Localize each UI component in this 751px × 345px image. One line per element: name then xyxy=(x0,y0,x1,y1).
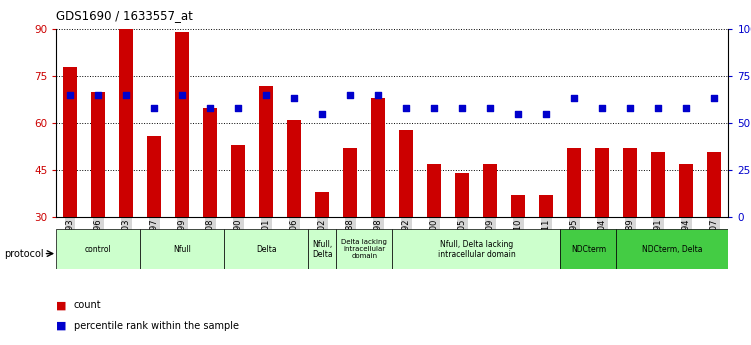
Point xyxy=(288,96,300,101)
Point xyxy=(120,92,132,98)
Point xyxy=(541,111,553,117)
Point xyxy=(345,92,357,98)
Bar xyxy=(455,174,469,312)
Point xyxy=(428,105,440,110)
Bar xyxy=(288,120,301,312)
Bar xyxy=(617,229,728,269)
Point xyxy=(680,105,692,110)
Bar xyxy=(560,229,617,269)
Point xyxy=(569,96,581,101)
Point xyxy=(232,105,244,110)
Point xyxy=(708,96,720,101)
Text: control: control xyxy=(85,245,112,254)
Bar xyxy=(568,148,581,312)
Bar xyxy=(175,32,189,312)
Point xyxy=(512,111,524,117)
Bar xyxy=(92,92,105,312)
Bar xyxy=(372,98,385,312)
Point xyxy=(372,92,385,98)
Text: ■: ■ xyxy=(56,321,67,331)
Text: Delta lacking
intracellular
domain: Delta lacking intracellular domain xyxy=(342,239,388,259)
Text: protocol: protocol xyxy=(4,249,44,258)
Bar xyxy=(539,195,553,312)
Bar xyxy=(119,29,134,312)
Text: GDS1690 / 1633557_at: GDS1690 / 1633557_at xyxy=(56,9,193,22)
Point xyxy=(204,105,216,110)
Bar xyxy=(63,67,77,312)
Bar xyxy=(315,192,330,312)
Text: Nfull: Nfull xyxy=(173,245,192,254)
Text: count: count xyxy=(74,300,101,310)
Point xyxy=(596,105,608,110)
Point xyxy=(65,92,77,98)
Bar xyxy=(336,229,392,269)
Bar xyxy=(259,86,273,312)
Bar xyxy=(147,136,161,312)
Bar xyxy=(392,229,560,269)
Point xyxy=(316,111,328,117)
Bar xyxy=(680,164,693,312)
Bar xyxy=(400,130,413,312)
Bar xyxy=(596,148,610,312)
Point xyxy=(92,92,104,98)
Point xyxy=(624,105,636,110)
Bar xyxy=(651,151,665,312)
Bar xyxy=(511,195,526,312)
Bar xyxy=(56,229,140,269)
Point xyxy=(261,92,273,98)
Bar xyxy=(140,229,225,269)
Point xyxy=(400,105,412,110)
Bar xyxy=(623,148,638,312)
Text: Nfull,
Delta: Nfull, Delta xyxy=(312,239,333,259)
Bar xyxy=(204,108,217,312)
Bar xyxy=(484,164,497,312)
Point xyxy=(149,105,161,110)
Bar xyxy=(231,145,246,312)
Text: ■: ■ xyxy=(56,300,67,310)
Bar xyxy=(707,151,722,312)
Point xyxy=(176,92,189,98)
Text: percentile rank within the sample: percentile rank within the sample xyxy=(74,321,239,331)
Text: Nfull, Delta lacking
intracellular domain: Nfull, Delta lacking intracellular domai… xyxy=(438,239,515,259)
Point xyxy=(484,105,496,110)
Text: NDCterm, Delta: NDCterm, Delta xyxy=(642,245,703,254)
Bar xyxy=(427,164,442,312)
Bar xyxy=(309,229,336,269)
Point xyxy=(457,105,469,110)
Bar xyxy=(225,229,309,269)
Text: NDCterm: NDCterm xyxy=(571,245,606,254)
Bar xyxy=(343,148,357,312)
Point xyxy=(653,105,665,110)
Text: Delta: Delta xyxy=(256,245,276,254)
